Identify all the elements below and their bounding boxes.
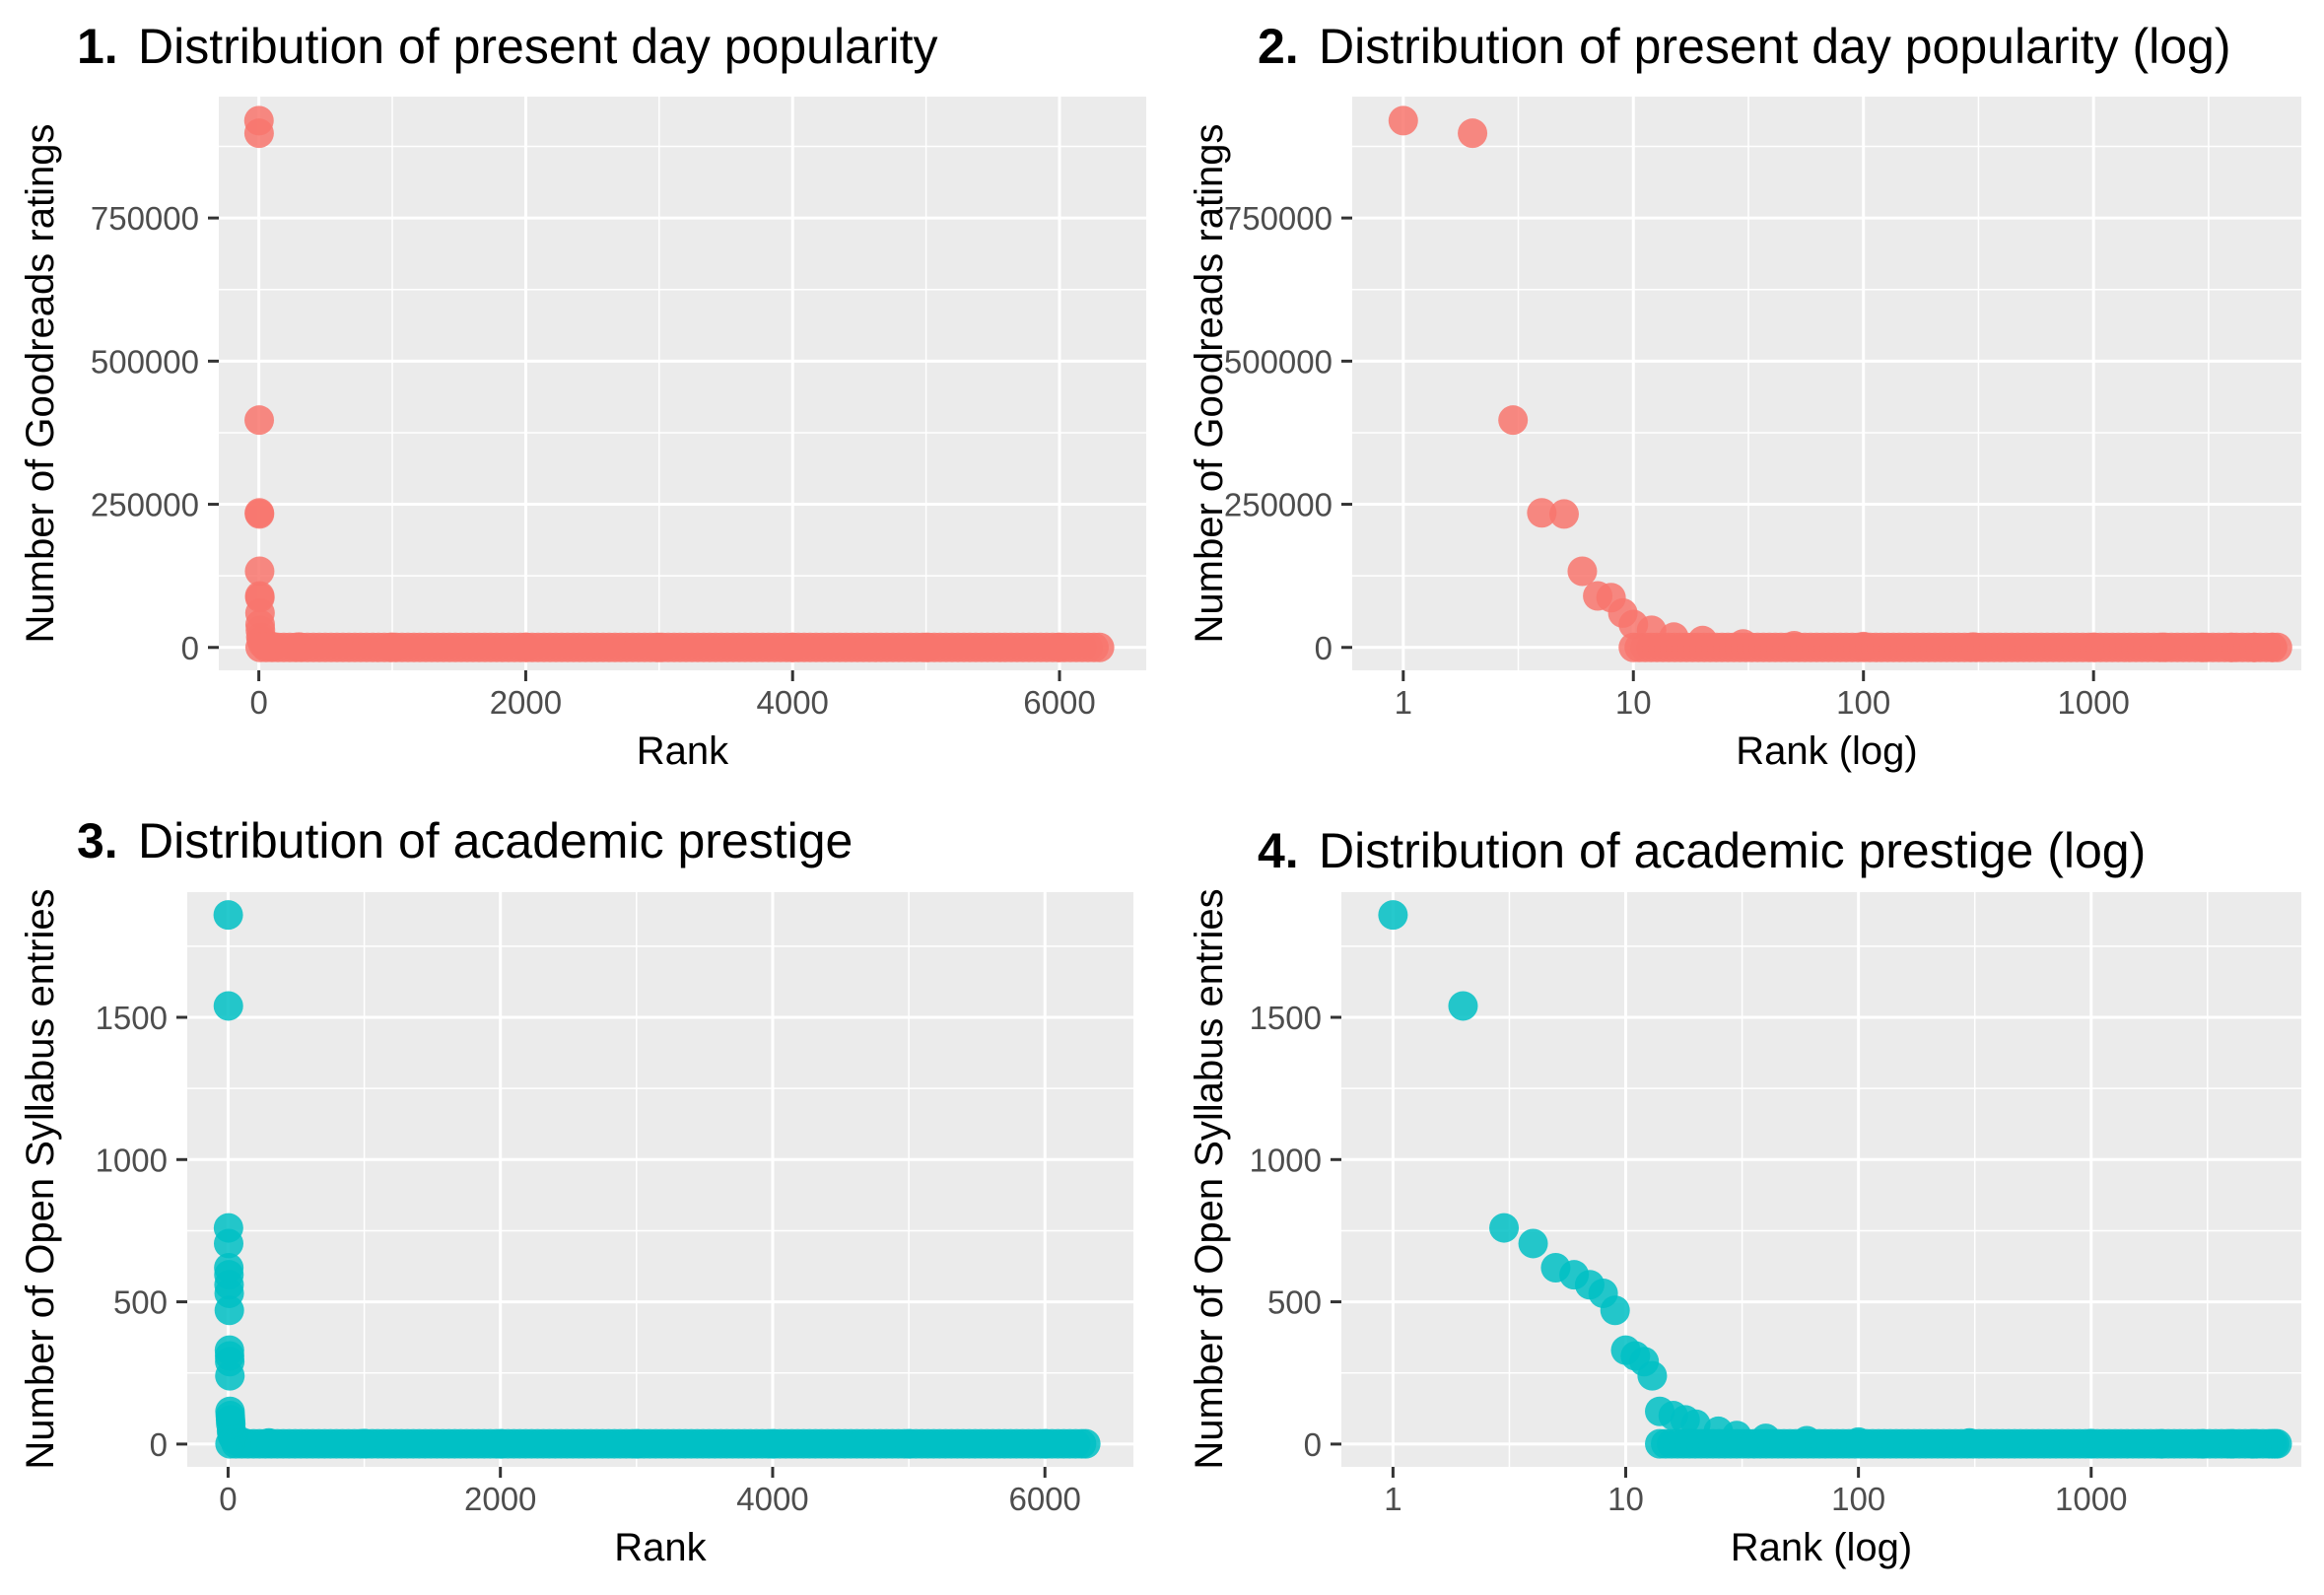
y-tick-label: 500000 <box>91 343 199 380</box>
data-point <box>1583 581 1613 611</box>
y-tick-label: 1500 <box>96 1000 168 1036</box>
chart-title-number: 3. <box>77 813 118 868</box>
data-point <box>1458 118 1488 149</box>
x-tick-label: 4000 <box>756 684 828 721</box>
data-point <box>1388 105 1418 136</box>
data-point <box>214 1335 244 1365</box>
plot-background <box>1352 97 2301 670</box>
y-axis-label: Number of Open Syllabus entries <box>1188 888 1231 1469</box>
x-axis-label: Rank (log) <box>1736 729 1918 773</box>
x-tick-label: 1 <box>1384 1481 1401 1517</box>
data-point <box>213 1213 243 1243</box>
x-tick-label: 10 <box>1615 684 1652 721</box>
x-tick-label: 0 <box>219 1481 237 1517</box>
data-point <box>214 1252 244 1283</box>
data-points <box>213 900 1101 1459</box>
data-point <box>1540 1252 1571 1283</box>
data-point <box>2257 632 2288 662</box>
x-axis-label: Rank <box>637 729 729 773</box>
plot-background <box>1341 892 2301 1467</box>
x-axis-label: Rank <box>614 1526 707 1569</box>
data-point <box>1078 632 1109 662</box>
chart-panel-4: 0 500 1000 1500 1 10 100 1000 Rank (log) Number o… <box>1188 823 2301 1569</box>
data-point <box>244 556 275 587</box>
y-tick-label: 750000 <box>91 200 199 237</box>
y-tick-label: 250000 <box>1224 487 1333 523</box>
x-tick-label: 2000 <box>464 1481 536 1517</box>
y-axis-label: Number of Goodreads ratings <box>1188 124 1231 644</box>
y-tick-label: 750000 <box>1224 200 1333 237</box>
data-point <box>244 498 275 528</box>
data-point <box>1548 499 1579 529</box>
data-point <box>244 581 275 611</box>
y-tick-label: 250000 <box>91 487 199 523</box>
chart-title-number: 2. <box>1258 19 1299 74</box>
x-tick-label: 1000 <box>2055 1481 2127 1517</box>
data-points <box>1388 105 2292 662</box>
plot-background <box>219 97 1146 670</box>
y-tick-label: 0 <box>150 1426 168 1463</box>
x-tick-label: 2000 <box>490 684 562 721</box>
x-tick-label: 100 <box>1836 684 1890 721</box>
chart-title-number: 1. <box>77 19 118 74</box>
data-point <box>1378 900 1408 931</box>
x-tick-label: 4000 <box>736 1481 808 1517</box>
data-point <box>1066 1428 1097 1459</box>
data-points <box>243 105 1115 662</box>
x-tick-label: 0 <box>249 684 267 721</box>
chart-panel-2: 0 250000 500000 750000 1 10 100 1000 Rank (log) N… <box>1188 19 2301 773</box>
data-point <box>243 105 274 136</box>
data-point <box>2260 1428 2290 1459</box>
y-tick-label: 500000 <box>1224 343 1333 380</box>
y-tick-label: 1000 <box>96 1142 168 1178</box>
chart-panel-3: 0 500 1000 1500 0 2000 4000 6000 Rank Number of O… <box>19 813 1133 1569</box>
x-tick-label: 6000 <box>1009 1481 1081 1517</box>
y-tick-label: 1500 <box>1250 1000 1322 1036</box>
data-point <box>1645 1396 1675 1426</box>
data-point <box>213 991 243 1021</box>
data-point <box>1610 1335 1641 1365</box>
data-point <box>1498 405 1529 436</box>
chart-title: Distribution of academic prestige <box>138 813 853 868</box>
data-point <box>1448 991 1478 1021</box>
x-tick-label: 10 <box>1607 1481 1644 1517</box>
y-tick-label: 1000 <box>1250 1142 1322 1178</box>
x-axis-label: Rank (log) <box>1731 1526 1913 1569</box>
y-tick-label: 0 <box>181 630 199 666</box>
x-tick-label: 1000 <box>2057 684 2129 721</box>
chart-title-number: 4. <box>1258 823 1299 878</box>
data-point <box>1567 556 1598 587</box>
chart-title: Distribution of present day popularity <box>138 19 938 74</box>
chart-panel-1: 0 250000 500000 750000 0 2000 4000 6000 Rank Numb… <box>19 19 1146 773</box>
data-point <box>1518 1228 1548 1259</box>
data-point <box>244 405 275 436</box>
y-tick-label: 0 <box>1315 630 1333 666</box>
x-tick-label: 1 <box>1395 684 1412 721</box>
data-point <box>1527 498 1557 528</box>
plot-background <box>187 892 1133 1467</box>
data-points <box>1378 900 2292 1459</box>
data-point <box>213 900 243 931</box>
y-axis-label: Number of Open Syllabus entries <box>19 888 62 1469</box>
chart-title: Distribution of academic prestige (log) <box>1319 823 2146 878</box>
data-point <box>1489 1213 1520 1243</box>
x-tick-label: 100 <box>1831 1481 1885 1517</box>
y-tick-label: 500 <box>113 1284 168 1321</box>
y-tick-label: 0 <box>1304 1426 1322 1463</box>
data-point <box>215 1396 245 1426</box>
y-axis-label: Number of Goodreads ratings <box>19 124 62 644</box>
chart-title: Distribution of present day popularity (… <box>1319 19 2230 74</box>
x-tick-label: 6000 <box>1023 684 1095 721</box>
y-tick-label: 500 <box>1267 1284 1322 1321</box>
